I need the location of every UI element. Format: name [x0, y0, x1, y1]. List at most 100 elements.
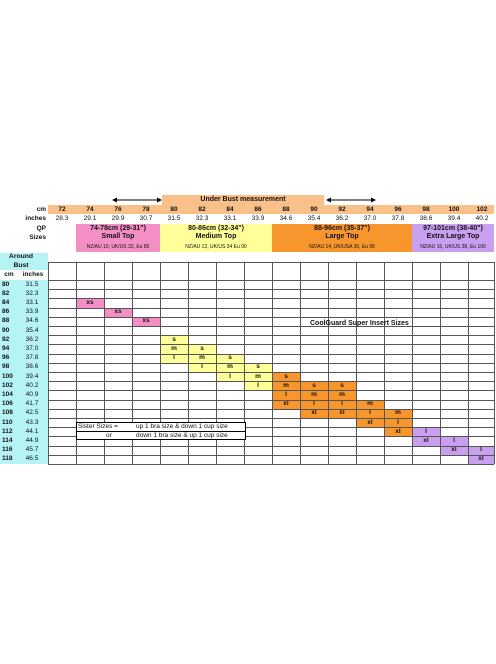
row-cm: 88 — [2, 317, 10, 325]
size-cell — [272, 390, 300, 400]
row-inches: 37.0 — [25, 345, 39, 352]
cm-column-header: 100 — [448, 206, 460, 213]
size-cell-label: xl — [395, 427, 401, 435]
row-label-band — [0, 280, 48, 464]
cm-column-header: 90 — [310, 206, 318, 213]
size-cell — [356, 408, 384, 418]
row-inches: 36.2 — [25, 335, 39, 343]
size-group-name: Large Top — [325, 233, 359, 240]
cm-label: cm — [36, 206, 46, 213]
size-cell — [160, 344, 188, 354]
cm-column-header: 86 — [254, 206, 262, 213]
row-cm: 118 — [2, 455, 13, 463]
row-inches: 33.9 — [25, 308, 39, 316]
inches-column-header: 37.0 — [363, 215, 377, 222]
row-cm: 82 — [2, 289, 10, 297]
size-cell — [328, 381, 356, 391]
size-cell-label: l — [313, 400, 315, 408]
grid-hline — [48, 464, 494, 465]
size-cell-label: l — [173, 354, 175, 362]
row-inches: 46.5 — [25, 455, 39, 463]
size-cell — [104, 307, 132, 317]
size-group-box — [272, 224, 412, 252]
legend-divider — [76, 431, 246, 432]
row-inches: 39.4 — [25, 372, 39, 380]
cm-column-header: 72 — [58, 206, 66, 213]
size-cell-label: xl — [283, 400, 289, 408]
size-cell — [272, 381, 300, 391]
row-cm: 104 — [2, 391, 13, 398]
size-cell — [272, 372, 300, 382]
row-cm: 80 — [2, 280, 10, 288]
size-cell-label: l — [257, 381, 259, 389]
around-bust-title: Around Bust — [8, 253, 34, 269]
cm-column-header: 92 — [338, 206, 346, 213]
size-cell — [76, 298, 104, 308]
size-cell-label: xl — [451, 446, 457, 454]
size-cell-label: l — [397, 418, 399, 426]
size-cell — [300, 399, 328, 409]
cm-column-header: 82 — [198, 206, 206, 213]
insert-title: CoolGuard Super Insert Sizes — [310, 320, 409, 327]
grid-vline — [494, 262, 495, 464]
size-cell — [356, 399, 384, 409]
size-cell — [356, 418, 384, 428]
row-inches: 35.4 — [25, 326, 39, 334]
cm-column-header: 74 — [86, 206, 94, 213]
size-cell-label: s — [172, 335, 176, 343]
row-cm: 98 — [2, 363, 10, 371]
row-inches: 45.7 — [25, 446, 39, 454]
size-cell-label: l — [201, 363, 203, 371]
cm-header-band — [48, 205, 494, 214]
grid-hline — [48, 390, 494, 392]
row-inches: 44.9 — [25, 437, 39, 444]
row-inches: 31.5 — [25, 280, 39, 288]
size-group-range: 80-86cm (32-34") — [188, 225, 244, 232]
grid-hline — [48, 381, 494, 383]
cm-column-header: 102 — [476, 206, 488, 213]
inches-column-header: 29.1 — [83, 215, 97, 222]
cm-column-header: 94 — [366, 206, 374, 213]
grid-top-line — [48, 262, 494, 263]
size-cell-label: m — [227, 363, 233, 371]
grid-hline — [48, 427, 494, 429]
size-cell — [188, 344, 216, 354]
row-cm: 108 — [2, 409, 13, 417]
size-cell — [328, 399, 356, 409]
size-cell — [216, 353, 244, 363]
row-inches: 42.5 — [25, 409, 39, 417]
size-cell — [468, 454, 494, 464]
size-cell-label: s — [200, 345, 204, 352]
row-cm: 102 — [2, 381, 13, 389]
size-cell — [328, 408, 356, 418]
size-cell — [384, 418, 412, 428]
grid-hline — [48, 289, 494, 291]
size-cell-label: m — [199, 354, 205, 362]
row-inches: 32.3 — [25, 289, 39, 297]
size-cell-label: l — [285, 391, 287, 398]
inches-column-header: 37.8 — [391, 215, 405, 222]
size-cell-label: xs — [114, 308, 122, 316]
inches-column-header: 35.4 — [307, 215, 321, 222]
size-cell-label: s — [340, 381, 344, 389]
row-cm: 92 — [2, 335, 10, 343]
size-cell — [216, 372, 244, 382]
size-cell — [272, 399, 300, 409]
size-group-box — [76, 224, 160, 252]
size-cell — [384, 408, 412, 418]
size-cell-label: xl — [311, 409, 317, 417]
grid-hline — [48, 353, 494, 355]
grid-hline — [48, 372, 494, 373]
size-group-range: 74-78cm (29-31") — [90, 225, 146, 232]
size-cell-label: m — [171, 345, 177, 352]
size-cell-label: m — [311, 391, 317, 398]
size-cell — [188, 353, 216, 363]
grid-hline — [48, 326, 494, 327]
size-cell — [244, 362, 272, 372]
size-cell-label: xl — [423, 437, 429, 444]
right-arrow-icon — [326, 197, 376, 203]
inches-column-header: 30.7 — [139, 215, 153, 222]
size-cell-label: l — [341, 400, 343, 408]
grid-hline — [48, 408, 494, 410]
size-cell-label: xl — [367, 418, 373, 426]
